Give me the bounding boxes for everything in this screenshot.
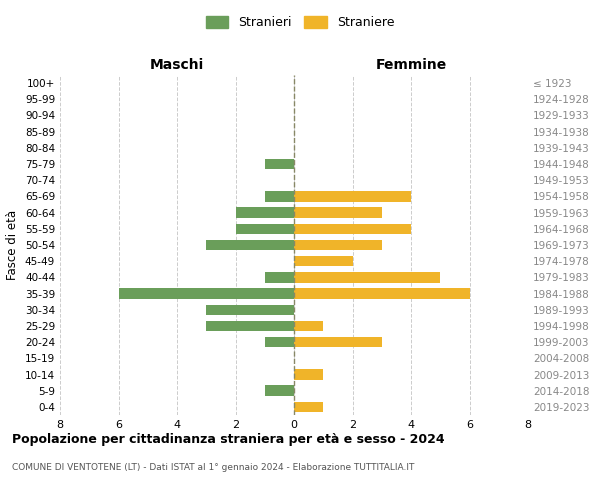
Bar <box>235 224 294 234</box>
Bar <box>265 386 294 396</box>
Bar <box>294 272 440 282</box>
Bar <box>119 288 294 299</box>
Bar <box>206 304 294 315</box>
Bar <box>294 370 323 380</box>
Bar <box>294 208 382 218</box>
Bar <box>265 159 294 170</box>
Bar <box>235 208 294 218</box>
Text: Popolazione per cittadinanza straniera per età e sesso - 2024: Popolazione per cittadinanza straniera p… <box>12 432 445 446</box>
Bar <box>294 288 470 299</box>
Bar <box>265 272 294 282</box>
Legend: Stranieri, Straniere: Stranieri, Straniere <box>201 11 399 34</box>
Bar <box>294 240 382 250</box>
Bar <box>294 402 323 412</box>
Bar <box>265 191 294 202</box>
Bar <box>294 191 411 202</box>
Bar <box>206 240 294 250</box>
Bar <box>294 256 353 266</box>
Y-axis label: Fasce di età: Fasce di età <box>7 210 19 280</box>
Bar <box>265 337 294 347</box>
Text: Femmine: Femmine <box>376 58 446 72</box>
Bar <box>206 320 294 331</box>
Bar <box>294 320 323 331</box>
Text: Maschi: Maschi <box>150 58 204 72</box>
Bar <box>294 224 411 234</box>
Bar <box>294 337 382 347</box>
Text: COMUNE DI VENTOTENE (LT) - Dati ISTAT al 1° gennaio 2024 - Elaborazione TUTTITAL: COMUNE DI VENTOTENE (LT) - Dati ISTAT al… <box>12 462 415 471</box>
